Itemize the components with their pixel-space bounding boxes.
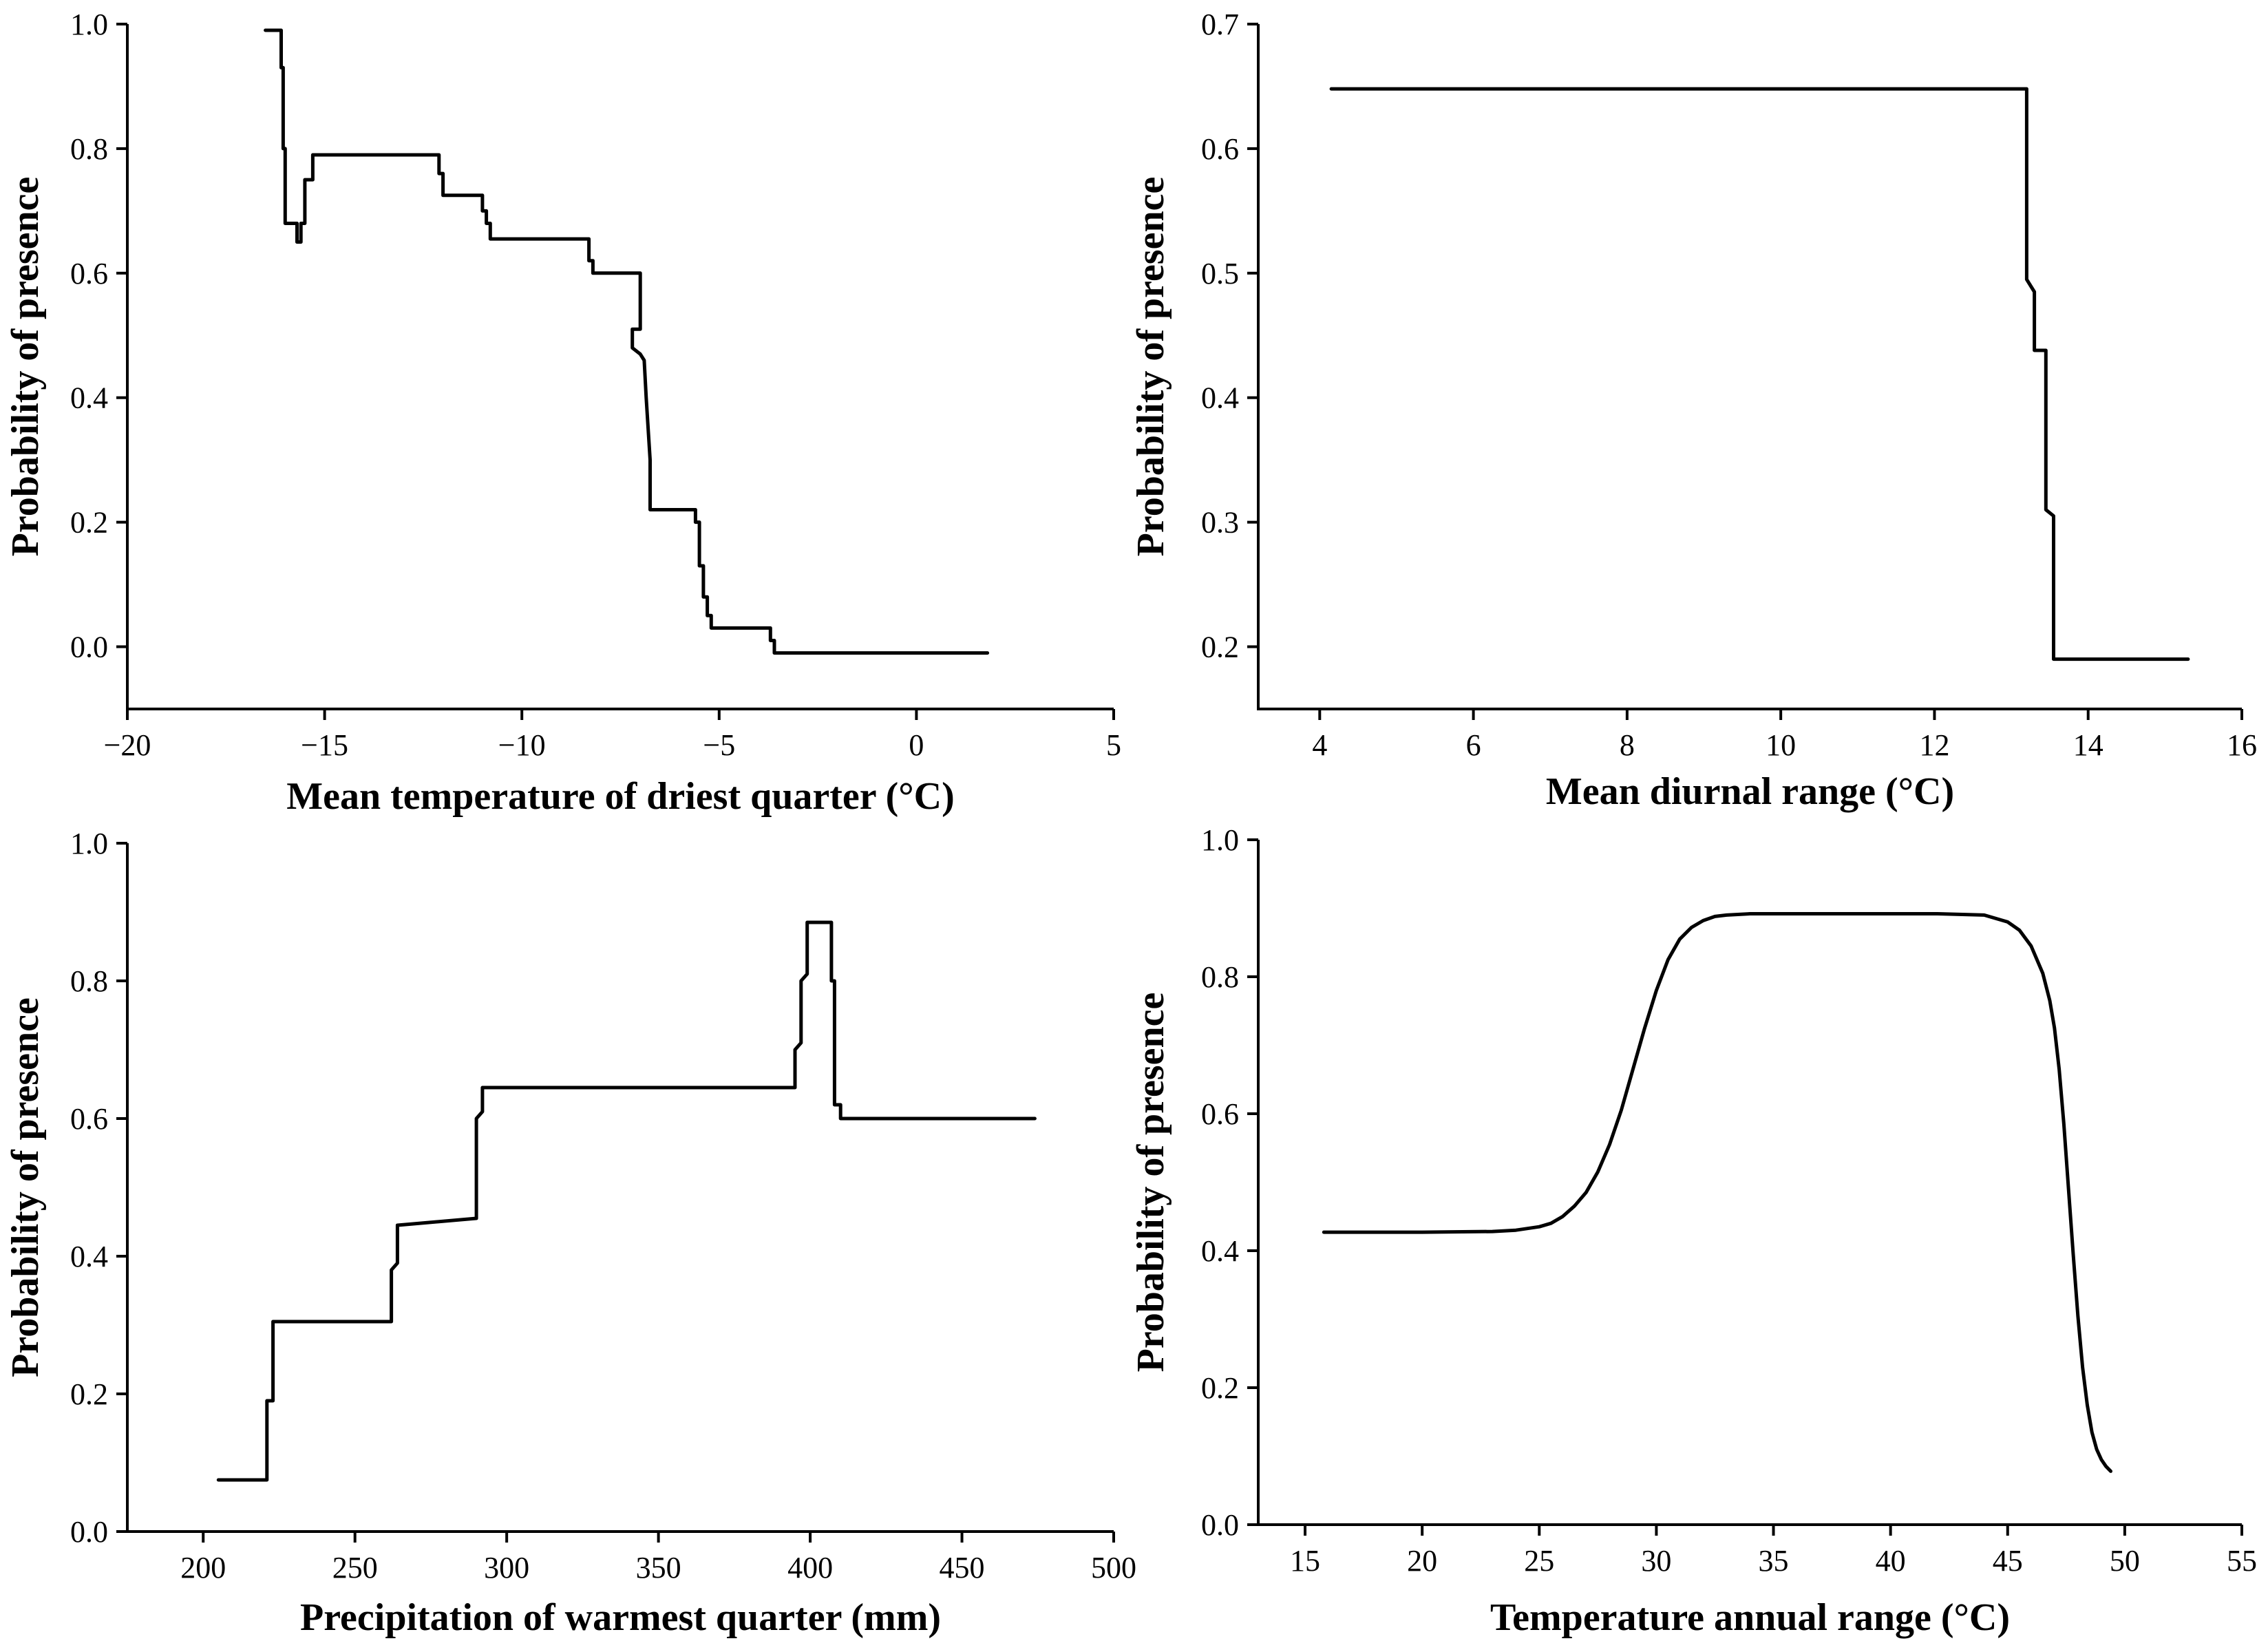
x-tick-label: 4 — [1312, 728, 1327, 762]
x-tick-label: −5 — [703, 728, 735, 762]
axes-frame — [126, 843, 1114, 1533]
y-axis-title: Probability of presence — [1130, 993, 1172, 1373]
y-tick-label: 0.8 — [1201, 960, 1239, 994]
x-axis-title: Temperature annual range (°C) — [1490, 1596, 2010, 1639]
y-tick-label: 0.5 — [1201, 257, 1239, 290]
axes-frame — [1257, 840, 2242, 1526]
y-axis-title: Probability of presence — [1130, 177, 1172, 557]
x-tick-label: 400 — [787, 1551, 833, 1585]
x-tick-label: 300 — [484, 1551, 529, 1585]
chart-panel-4: 0.0 0.2 0.4 0.6 0.8 1.0 15 20 25 30 35 40 45 50 55 Temp… — [1130, 823, 2257, 1639]
x-tick-label: −15 — [301, 728, 348, 762]
y-tick-label: 0.6 — [1201, 1097, 1239, 1131]
y-axis-title: Probability of presence — [4, 177, 47, 557]
y-tick-label: 0.4 — [1201, 1234, 1239, 1268]
y-tick-label: 0.4 — [70, 1240, 108, 1273]
x-tick-label: −20 — [104, 728, 151, 762]
axes-frame — [1257, 24, 2242, 710]
y-tick-label: 0.4 — [1201, 381, 1239, 415]
y-tick-label: 1.0 — [70, 827, 108, 860]
y-tick-label: 0.0 — [1201, 1508, 1239, 1542]
x-tick-label: 5 — [1106, 728, 1121, 762]
x-axis-title: Precipitation of warmest quarter (mm) — [300, 1596, 941, 1639]
y-tick-label: 0.2 — [1201, 631, 1239, 664]
y-tick-label: 0.8 — [70, 132, 108, 166]
y-tick-label: 0.8 — [70, 964, 108, 998]
x-tick-label: 50 — [2110, 1544, 2140, 1578]
x-tick-label: 500 — [1091, 1551, 1136, 1585]
y-tick-label: 0.6 — [1201, 132, 1239, 166]
chart-panel-1: 0.0 0.2 0.4 0.6 0.8 1.0 −20 −15 −10 −5 0 5 Mean temp… — [4, 8, 1121, 818]
y-tick-label: 0.7 — [1201, 8, 1239, 41]
x-tick-label: 35 — [1759, 1544, 1789, 1578]
y-tick-label: 0.3 — [1201, 506, 1239, 540]
axes-frame — [126, 24, 1114, 710]
y-tick-label: 1.0 — [70, 8, 108, 41]
x-tick-label: 14 — [2073, 728, 2103, 762]
x-axis-title: Mean diurnal range (°C) — [1546, 770, 1954, 813]
x-tick-label: 40 — [1876, 1544, 1906, 1578]
x-tick-label: 16 — [2227, 728, 2257, 762]
x-tick-label: 450 — [940, 1551, 985, 1585]
y-tick-label: 0.6 — [70, 257, 108, 290]
x-tick-label: −10 — [498, 728, 546, 762]
series-line-1 — [216, 920, 1037, 1482]
series-line-1 — [1322, 912, 2112, 1473]
y-tick-label: 1.0 — [1201, 823, 1239, 857]
series-line-1 — [1329, 87, 2190, 661]
y-tick-label: 0.0 — [70, 631, 108, 664]
x-axis-title: Mean temperature of driest quarter (°C) — [286, 775, 954, 818]
chart-panel-3: 0.0 0.2 0.4 0.6 0.8 1.0 200 250 300 350 400 450 500 P… — [4, 827, 1136, 1639]
x-tick-label: 350 — [636, 1551, 681, 1585]
x-tick-label: 25 — [1524, 1544, 1554, 1578]
x-tick-label: 20 — [1407, 1544, 1437, 1578]
x-tick-label: 45 — [1993, 1544, 2023, 1578]
y-tick-label: 0.0 — [70, 1515, 108, 1549]
x-tick-label: 15 — [1290, 1544, 1320, 1578]
x-tick-label: 250 — [332, 1551, 378, 1585]
x-tick-label: 8 — [1620, 728, 1635, 762]
x-tick-label: 30 — [1641, 1544, 1671, 1578]
x-tick-label: 0 — [909, 728, 924, 762]
y-tick-label: 0.2 — [70, 1377, 108, 1411]
chart-panel-2: 0.2 0.3 0.4 0.5 0.6 0.7 4 6 8 10 12 14 16 Mean diurna… — [1130, 8, 2257, 813]
x-tick-label: 200 — [180, 1551, 226, 1585]
series-line-1 — [264, 28, 990, 655]
x-tick-label: 55 — [2227, 1544, 2257, 1578]
x-tick-label: 12 — [1919, 728, 1949, 762]
x-tick-label: 10 — [1766, 728, 1796, 762]
y-axis-title: Probability of presence — [4, 997, 47, 1377]
y-tick-label: 0.6 — [70, 1102, 108, 1136]
y-tick-label: 0.2 — [70, 506, 108, 540]
y-tick-label: 0.2 — [1201, 1371, 1239, 1405]
y-tick-label: 0.4 — [70, 381, 108, 415]
x-tick-label: 6 — [1466, 728, 1481, 762]
